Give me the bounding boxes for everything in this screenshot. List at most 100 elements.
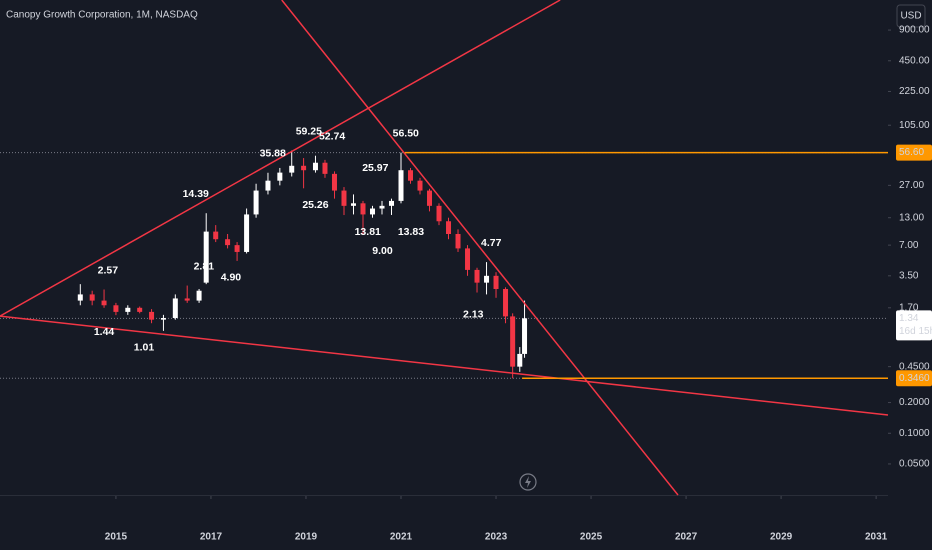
trendline (0, 315, 889, 416)
y-tick-label: 27.00 (899, 180, 924, 191)
candle-body (160, 318, 166, 320)
y-tick-label: 1.70 (899, 302, 919, 313)
candle-body (312, 162, 318, 171)
candle-body (77, 294, 83, 301)
countdown: 16d 15h (899, 326, 932, 337)
candle-body (465, 248, 471, 270)
y-tick-label: 0.2000 (899, 397, 930, 408)
trendline (0, 0, 561, 317)
x-tick-label: 2015 (105, 532, 128, 543)
currency-button[interactable] (896, 4, 926, 28)
candle-body (234, 245, 240, 252)
candle-body (360, 203, 366, 215)
candle-body (331, 173, 337, 191)
x-tick-label: 2031 (865, 532, 888, 543)
candle-body (503, 288, 509, 317)
value-label: 56.50 (393, 127, 419, 139)
candle-body (289, 165, 295, 173)
candle-body (369, 208, 375, 215)
candle-body (408, 170, 414, 181)
x-tick-label: 2029 (770, 532, 793, 543)
candle-body (213, 231, 219, 240)
candle-body (388, 200, 394, 206)
candle-body (484, 275, 490, 283)
candle-body (184, 298, 190, 301)
last-price-label: 1.34 (899, 313, 919, 324)
value-label: 4.90 (221, 272, 242, 284)
y-tick-label: 105.00 (899, 120, 930, 131)
value-label: 2.81 (194, 260, 215, 272)
candle-body (517, 353, 523, 367)
y-tick-label: 225.00 (899, 86, 930, 97)
value-label: 35.88 (260, 148, 286, 160)
candle-body (474, 269, 480, 283)
candle-body (149, 311, 155, 320)
candle-body (196, 290, 202, 301)
value-label: 2.13 (463, 309, 484, 321)
y-tick-label: 450.00 (899, 55, 930, 66)
candle-body (427, 190, 433, 206)
x-tick-label: 2027 (675, 532, 698, 543)
candle-body (417, 180, 423, 191)
candle-body (510, 316, 516, 367)
trendline (281, 0, 679, 496)
candle-body (253, 190, 259, 215)
candle-body (113, 305, 119, 312)
candle-body (522, 318, 528, 354)
value-label: 14.39 (183, 188, 209, 200)
candle-body (137, 307, 143, 312)
value-label: 4.77 (481, 237, 502, 249)
level-label: 0.3460 (899, 373, 930, 384)
candle-body (265, 180, 271, 191)
y-tick-label: 3.50 (899, 270, 919, 281)
candle-body (322, 162, 328, 174)
value-label: 13.83 (398, 226, 424, 238)
candle-body (203, 231, 209, 283)
currency[interactable]: USD (900, 11, 921, 22)
candle-body (125, 307, 131, 312)
candle-body (225, 239, 231, 246)
y-tick-label: 13.00 (899, 212, 924, 223)
candle-body (493, 275, 499, 289)
candle-body (436, 205, 442, 222)
candle-body (379, 205, 385, 209)
value-label: 25.97 (362, 162, 388, 174)
x-tick-label: 2017 (200, 532, 223, 543)
candle-body (101, 300, 107, 306)
x-tick-label: 2023 (485, 532, 508, 543)
candle-body (89, 294, 95, 301)
candle-body (172, 298, 178, 319)
level-badge (896, 370, 932, 387)
chart-title: Canopy Growth Corporation, 1M, NASDAQ (6, 10, 198, 21)
candle-body (455, 233, 461, 249)
x-tick-label: 2021 (390, 532, 413, 543)
candle-body (244, 214, 250, 252)
last-price-badge (896, 310, 932, 341)
value-label: 52.74 (319, 130, 345, 142)
y-tick-label: 0.1000 (899, 428, 930, 439)
value-label: 25.26 (302, 199, 328, 211)
candle-body (350, 203, 356, 206)
x-tick-label: 2019 (295, 532, 318, 543)
value-label: 1.01 (134, 342, 155, 354)
x-tick-label: 2025 (580, 532, 603, 543)
candle-body (398, 170, 404, 201)
candle-body (446, 221, 452, 234)
value-label: 9.00 (372, 245, 393, 257)
level-label: 56.60 (899, 147, 924, 158)
candle-body (277, 172, 283, 181)
y-tick-label: 7.00 (899, 240, 919, 251)
candle-body (301, 165, 307, 171)
value-label: 13.81 (355, 226, 381, 238)
y-tick-label: 0.4500 (899, 361, 930, 372)
y-tick-label: 900.00 (899, 25, 930, 36)
candle-body (341, 190, 347, 206)
value-label: 59.25 (296, 125, 322, 137)
replay-icon[interactable] (519, 473, 537, 491)
y-tick-label: 0.0500 (899, 459, 930, 470)
level-badge (896, 144, 932, 161)
value-label: 1.44 (94, 326, 115, 338)
